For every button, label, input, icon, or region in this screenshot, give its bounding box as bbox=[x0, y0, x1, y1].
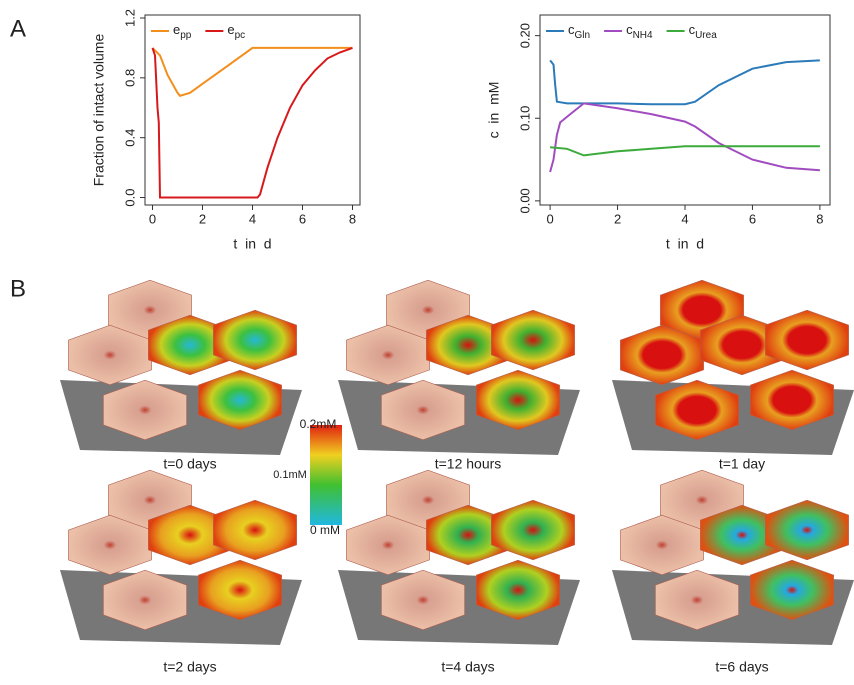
colorbar-label: 0.2mM bbox=[300, 417, 337, 431]
lobule bbox=[103, 569, 187, 631]
y-tick-label: 0.20 bbox=[517, 23, 532, 48]
renderings: i t=0 days ii t=12 hours iii t=1 day iv t=2 day… bbox=[60, 279, 854, 675]
y-tick-label: 0.10 bbox=[517, 106, 532, 131]
rendering-label: vi bbox=[631, 471, 650, 501]
x-tick-label: 6 bbox=[299, 211, 306, 226]
lobule bbox=[381, 379, 465, 441]
y-tick-label: 0.0 bbox=[122, 188, 137, 206]
y-tick-label: 0.8 bbox=[122, 69, 137, 87]
x-tick-label: 0 bbox=[546, 211, 553, 226]
x-tick-label: 2 bbox=[614, 211, 621, 226]
lobule bbox=[213, 499, 297, 561]
x-tick-label: 8 bbox=[816, 211, 823, 226]
colorbar-label: 0 mM bbox=[310, 523, 340, 537]
lobule bbox=[198, 559, 282, 621]
rendering-caption: t=4 days bbox=[441, 659, 494, 675]
rendering-label: iv bbox=[79, 471, 98, 501]
lobule bbox=[655, 379, 739, 441]
lobule bbox=[750, 369, 834, 431]
data-line bbox=[550, 145, 820, 157]
data-line bbox=[151, 46, 353, 97]
legend-subscript: Urea bbox=[695, 30, 717, 41]
rendering-caption: t=1 day bbox=[719, 456, 765, 472]
legend-label: cUrea bbox=[689, 22, 718, 40]
x-tick-label: 4 bbox=[249, 211, 256, 226]
legend-name: c bbox=[568, 22, 575, 37]
rendering-label: v bbox=[360, 471, 373, 501]
lobule bbox=[491, 309, 575, 371]
lobule bbox=[750, 559, 834, 621]
rendering: vi t=6 days bbox=[612, 469, 854, 675]
legend-name: e bbox=[227, 22, 234, 37]
rendering-label: i bbox=[85, 281, 91, 311]
lobule bbox=[655, 569, 739, 631]
legend-label: epc bbox=[227, 22, 245, 40]
legend-subscript: pc bbox=[235, 30, 246, 41]
lobule bbox=[476, 369, 560, 431]
lobule bbox=[381, 569, 465, 631]
rendering: iii t=1 day bbox=[612, 279, 854, 472]
legend-name: c bbox=[626, 22, 633, 37]
rendering-caption: t=12 hours bbox=[435, 456, 502, 472]
legend-subscript: pp bbox=[180, 30, 192, 41]
legend-subscript: NH4 bbox=[633, 30, 653, 41]
y-tick-label: 0.00 bbox=[517, 188, 532, 213]
lobule bbox=[213, 309, 297, 371]
lobule bbox=[765, 499, 849, 561]
data-line bbox=[549, 59, 820, 106]
legend-label: cGln bbox=[568, 22, 590, 40]
lobule bbox=[476, 559, 560, 621]
lobule bbox=[103, 379, 187, 441]
lobule bbox=[765, 309, 849, 371]
x-tick-label: 0 bbox=[149, 211, 156, 226]
panel-label: A bbox=[10, 15, 26, 42]
y-axis-label: Fraction of intact volume bbox=[91, 34, 107, 187]
rendering: ii t=12 hours bbox=[338, 279, 580, 472]
rendering: v t=4 days bbox=[338, 469, 580, 675]
plot-frame bbox=[144, 14, 361, 206]
legend-label: cNH4 bbox=[626, 22, 653, 40]
data-line bbox=[549, 102, 820, 173]
lobule bbox=[198, 369, 282, 431]
colorbar-scale bbox=[310, 425, 342, 525]
y-axis-label: c in mM bbox=[486, 82, 502, 139]
plot-frame bbox=[539, 14, 831, 206]
legend-subscript: Gln bbox=[575, 30, 591, 41]
x-tick-label: 6 bbox=[749, 211, 756, 226]
legend-label: epp bbox=[173, 22, 192, 40]
panel-label: B bbox=[10, 275, 26, 302]
rendering-caption: t=6 days bbox=[715, 659, 768, 675]
x-tick-label: 8 bbox=[349, 211, 356, 226]
charts: 0 2 4 6 8 0.0 0.4 0.8 1.2 t in d Fraction of intac… bbox=[91, 9, 831, 252]
x-axis-label: t in d bbox=[666, 236, 704, 252]
legend-name: e bbox=[173, 22, 180, 37]
y-tick-label: 0.4 bbox=[122, 129, 137, 147]
x-axis-label: t in d bbox=[233, 236, 271, 252]
rendering-caption: t=0 days bbox=[163, 456, 216, 472]
rendering-caption: t=2 days bbox=[163, 659, 216, 675]
rendering-label: ii bbox=[360, 281, 372, 311]
rendering: i t=0 days bbox=[60, 279, 302, 472]
x-tick-label: 4 bbox=[681, 211, 688, 226]
y-tick-label: 1.2 bbox=[122, 9, 137, 27]
colorbar: 0.2mM 0.1mM 0 mM bbox=[273, 417, 342, 537]
colorbar-label: 0.1mM bbox=[273, 469, 307, 481]
x-tick-label: 2 bbox=[199, 211, 206, 226]
legend-name: c bbox=[689, 22, 696, 37]
data-line bbox=[151, 46, 353, 199]
rendering: iv t=2 days bbox=[60, 469, 302, 675]
lobule bbox=[491, 499, 575, 561]
rendering-label: iii bbox=[631, 281, 648, 311]
